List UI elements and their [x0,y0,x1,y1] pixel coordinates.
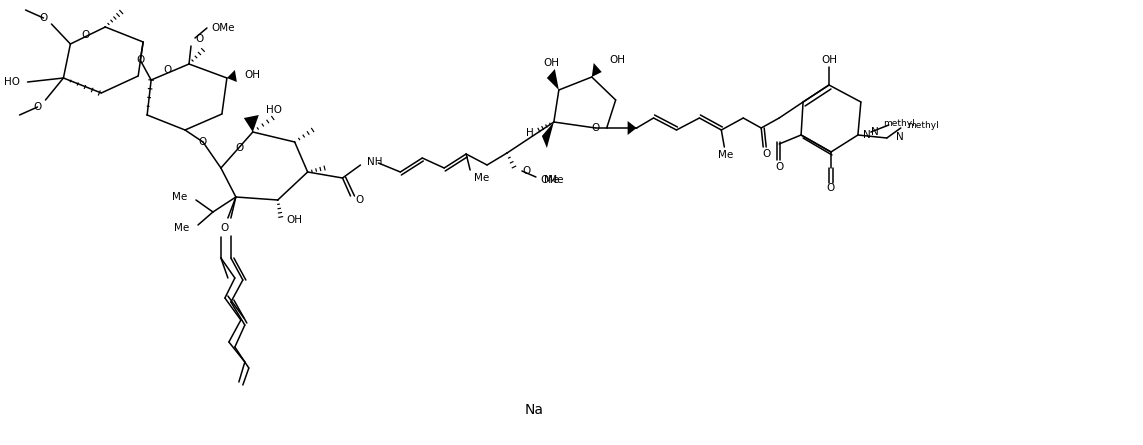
Polygon shape [243,115,258,132]
Text: HO: HO [266,105,282,115]
Text: methyl: methyl [882,118,914,128]
Text: OH: OH [544,58,560,68]
Text: OH: OH [821,55,837,65]
Text: O: O [775,162,783,172]
Text: Me: Me [171,192,187,202]
Text: O: O [221,223,229,233]
Text: OMe: OMe [211,23,234,33]
Polygon shape [227,70,237,82]
Text: O: O [826,183,836,193]
Text: Me: Me [718,150,733,160]
Polygon shape [592,63,601,77]
Polygon shape [546,69,559,90]
Text: H: H [526,128,534,138]
Text: OMe: OMe [539,175,563,185]
Text: Me: Me [174,223,189,233]
Text: O: O [39,13,48,23]
Text: O: O [81,30,89,40]
Text: OH: OH [609,55,625,65]
Text: O: O [136,55,144,65]
Text: O: O [195,34,203,44]
Text: NH: NH [367,157,383,167]
Text: OH: OH [287,215,303,225]
Text: O: O [522,166,530,176]
Text: O: O [33,102,41,112]
Text: N: N [871,127,879,137]
Text: Na: Na [525,403,543,417]
Polygon shape [628,121,637,135]
Text: O: O [235,143,243,153]
Text: O: O [355,195,363,205]
Text: N: N [863,130,871,140]
Text: HO: HO [3,77,19,87]
Text: O: O [199,137,207,147]
Text: Me: Me [544,175,559,185]
Text: O: O [762,149,770,159]
Text: methyl: methyl [906,121,938,129]
Text: O: O [163,65,171,75]
Text: Me: Me [474,173,489,183]
Text: OH: OH [245,70,261,80]
Text: N: N [896,132,903,142]
Text: O: O [592,123,600,133]
Polygon shape [542,122,554,148]
